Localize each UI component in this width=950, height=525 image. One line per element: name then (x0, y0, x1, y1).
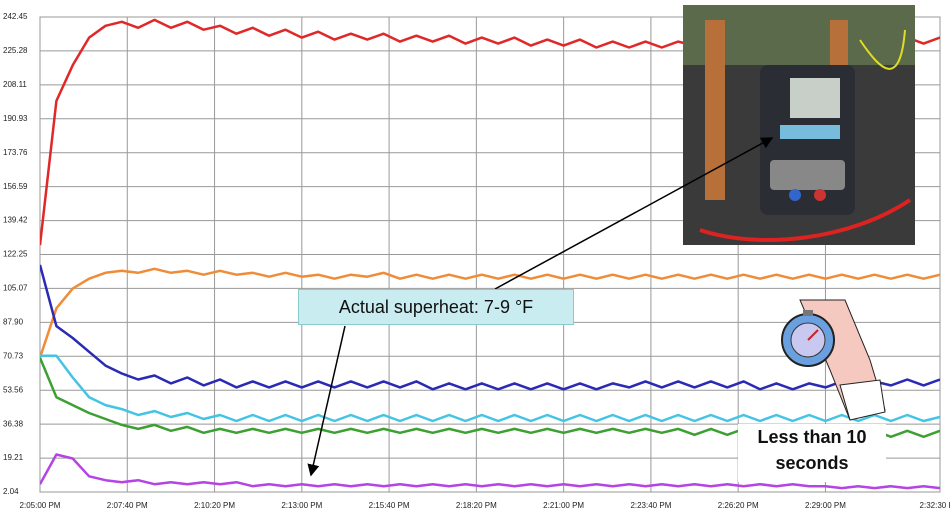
data-line (40, 264, 940, 391)
y-tick-label: 242.45 (3, 12, 28, 21)
x-tick-label: 2:10:20 PM (194, 501, 235, 510)
y-tick-label: 87.90 (3, 317, 24, 326)
y-tick-label: 19.21 (3, 453, 24, 462)
x-tick-label: 2:21:00 PM (543, 501, 584, 510)
y-tick-label: 225.28 (3, 46, 28, 55)
x-tick-label: 2:13:00 PM (281, 501, 322, 510)
note: Less than 10 seconds (738, 424, 886, 482)
y-tick-label: 122.25 (3, 250, 28, 259)
x-tick-label: 2:15:40 PM (369, 501, 410, 510)
axis-labels: 242.45 225.28 208.11 190.93 173.76 156.59 139.… (3, 12, 950, 510)
y-tick-label: 105.07 (3, 284, 28, 293)
x-tick-label: 2:18:20 PM (456, 501, 497, 510)
data-line (40, 354, 940, 423)
y-tick-label: 36.38 (3, 419, 24, 428)
y-tick-label: 2.04 (3, 487, 19, 496)
arrow (307, 325, 346, 477)
arrow (494, 137, 774, 290)
x-tick-label: 2:29:00 PM (805, 501, 846, 510)
y-tick-label: 208.11 (3, 80, 27, 89)
stopwatch (781, 299, 886, 421)
x-tick-label: 2:23:40 PM (630, 501, 671, 510)
y-tick-label: 70.73 (3, 351, 24, 360)
y-tick-label: 139.42 (3, 216, 28, 225)
y-tick-label: 156.59 (3, 182, 28, 191)
x-tick-label: 2:32:30 PM (920, 501, 950, 510)
photo (683, 5, 915, 245)
data-line (40, 453, 940, 490)
x-tick-label: 2:05:00 PM (20, 501, 61, 510)
y-tick-label: 53.56 (3, 385, 24, 394)
callout: Actual superheat: 7-9 °F (298, 289, 574, 325)
data-line (40, 267, 940, 359)
x-tick-label: 2:26:20 PM (718, 501, 759, 510)
x-tick-label: 2:07:40 PM (107, 501, 148, 510)
y-tick-label: 190.93 (3, 114, 28, 123)
y-tick-label: 173.76 (3, 148, 28, 157)
